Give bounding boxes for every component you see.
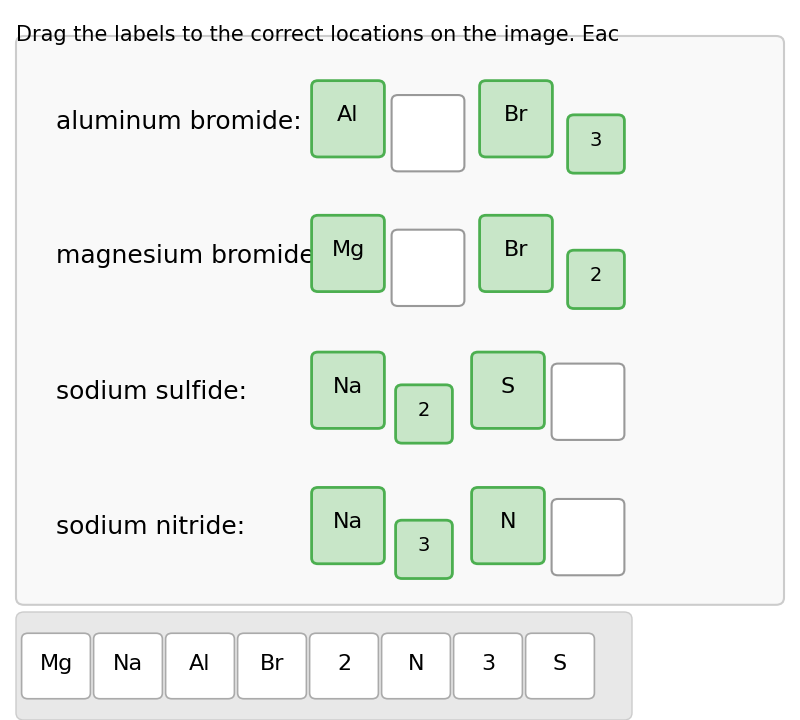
FancyBboxPatch shape [552, 499, 624, 575]
Text: N: N [500, 512, 516, 532]
FancyBboxPatch shape [392, 230, 464, 306]
FancyBboxPatch shape [22, 634, 90, 698]
Text: Al: Al [338, 105, 358, 125]
Text: S: S [553, 654, 567, 674]
FancyBboxPatch shape [454, 634, 522, 698]
FancyBboxPatch shape [166, 634, 234, 698]
Text: sodium nitride:: sodium nitride: [56, 515, 245, 539]
FancyBboxPatch shape [238, 634, 306, 698]
Text: S: S [501, 377, 515, 397]
FancyBboxPatch shape [472, 487, 544, 564]
Text: Na: Na [113, 654, 143, 674]
Text: N: N [408, 654, 424, 674]
Text: magnesium bromide:: magnesium bromide: [56, 243, 323, 268]
FancyBboxPatch shape [526, 634, 594, 698]
FancyBboxPatch shape [480, 215, 552, 292]
Text: sodium sulfide:: sodium sulfide: [56, 380, 247, 405]
Text: Na: Na [333, 512, 363, 532]
Text: aluminum bromide:: aluminum bromide: [56, 110, 302, 135]
FancyBboxPatch shape [552, 364, 624, 440]
FancyBboxPatch shape [480, 81, 552, 157]
FancyBboxPatch shape [472, 352, 544, 428]
FancyBboxPatch shape [396, 385, 453, 444]
FancyBboxPatch shape [568, 114, 624, 174]
Text: 3: 3 [418, 536, 430, 555]
Text: Na: Na [333, 377, 363, 397]
Text: Al: Al [190, 654, 210, 674]
Text: 3: 3 [590, 131, 602, 150]
FancyBboxPatch shape [310, 634, 378, 698]
FancyBboxPatch shape [312, 215, 385, 292]
FancyBboxPatch shape [312, 487, 385, 564]
Text: Br: Br [504, 240, 528, 260]
Text: 3: 3 [481, 654, 495, 674]
Text: 2: 2 [337, 654, 351, 674]
FancyBboxPatch shape [94, 634, 162, 698]
Text: Mg: Mg [39, 654, 73, 674]
FancyBboxPatch shape [312, 81, 385, 157]
Text: 2: 2 [418, 401, 430, 420]
FancyBboxPatch shape [382, 634, 450, 698]
Text: Br: Br [504, 105, 528, 125]
Text: Drag the labels to the correct locations on the image. Eac: Drag the labels to the correct locations… [16, 25, 619, 45]
FancyBboxPatch shape [312, 352, 385, 428]
FancyBboxPatch shape [16, 36, 784, 605]
Text: 2: 2 [590, 266, 602, 285]
Text: Br: Br [260, 654, 284, 674]
FancyBboxPatch shape [392, 95, 464, 171]
FancyBboxPatch shape [396, 520, 453, 579]
Text: Mg: Mg [331, 240, 365, 260]
FancyBboxPatch shape [16, 612, 632, 720]
FancyBboxPatch shape [568, 251, 624, 308]
